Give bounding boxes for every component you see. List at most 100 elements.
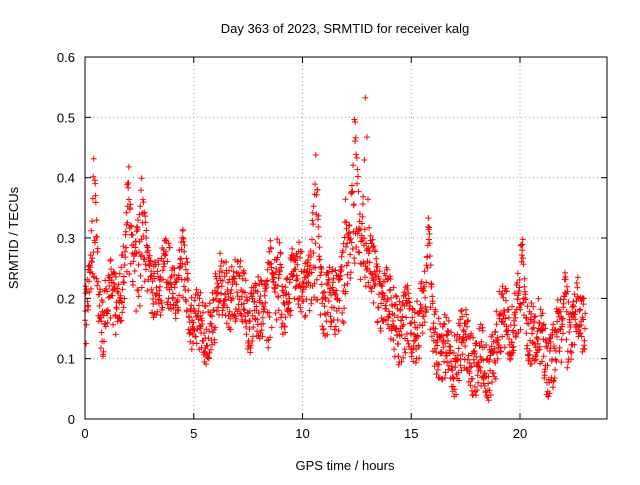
data-point [226, 267, 233, 274]
data-point [121, 279, 128, 286]
data-point [310, 264, 317, 271]
data-point [393, 293, 400, 300]
data-point [159, 267, 166, 274]
data-point [546, 390, 553, 397]
data-point [290, 252, 296, 259]
data-point [306, 307, 313, 314]
data-point [401, 346, 408, 353]
data-point [96, 303, 103, 309]
data-point [300, 298, 307, 305]
y-tick-label: 0.6 [57, 50, 75, 65]
data-point [544, 362, 551, 369]
data-point [532, 313, 539, 320]
data-point [456, 377, 463, 384]
data-point [237, 263, 243, 270]
data-point [89, 195, 96, 202]
data-point [554, 333, 560, 340]
data-point [125, 163, 132, 170]
data-point [118, 317, 125, 324]
data-point [228, 263, 235, 270]
data-point [116, 270, 123, 277]
data-point [340, 247, 346, 254]
data-point [225, 279, 231, 286]
data-point [227, 326, 234, 333]
data-point [477, 321, 484, 328]
data-point [221, 297, 228, 304]
data-point [93, 217, 100, 224]
data-point [473, 392, 479, 399]
data-point [195, 302, 202, 309]
data-point [273, 265, 280, 272]
data-point [209, 313, 215, 320]
data-point [223, 259, 230, 265]
data-point [474, 360, 481, 366]
data-point [484, 394, 491, 401]
data-point [239, 318, 246, 325]
data-point [135, 287, 142, 294]
data-point [559, 321, 566, 328]
data-point [478, 338, 485, 345]
data-point [148, 286, 155, 293]
data-point [142, 266, 149, 273]
data-point [464, 356, 471, 363]
data-point [361, 226, 368, 233]
data-point [327, 313, 334, 320]
data-point [560, 330, 566, 337]
data-point [373, 255, 380, 262]
data-point [393, 301, 399, 308]
data-point [138, 187, 144, 194]
data-point [181, 242, 188, 249]
data-point [346, 222, 353, 229]
x-tick-label: 5 [190, 426, 197, 441]
data-point [334, 317, 341, 323]
data-point [417, 301, 424, 308]
data-point [395, 340, 402, 347]
data-point [168, 273, 175, 280]
data-point [107, 256, 114, 263]
data-point [251, 299, 258, 306]
data-point [333, 287, 340, 294]
data-point [353, 244, 360, 251]
data-point [212, 324, 219, 331]
data-point [133, 250, 140, 257]
data-point [101, 338, 107, 345]
data-point [356, 227, 362, 234]
data-point [407, 320, 414, 327]
data-point [219, 269, 225, 276]
data-point [112, 331, 119, 338]
data-point [207, 312, 214, 319]
data-point [191, 297, 198, 304]
data-point [534, 328, 541, 335]
data-point [118, 264, 125, 271]
data-point [123, 244, 130, 251]
data-point [102, 323, 109, 330]
data-point [195, 316, 202, 323]
data-point [136, 211, 143, 218]
data-point [400, 354, 407, 361]
data-point [325, 281, 332, 288]
data-point [371, 268, 378, 275]
data-point [268, 324, 275, 331]
data-point [132, 244, 139, 251]
data-point [234, 289, 240, 296]
data-point [427, 326, 434, 333]
data-point [246, 326, 253, 332]
data-point [311, 280, 318, 287]
data-point [375, 304, 382, 311]
data-point [491, 345, 498, 352]
data-point [313, 276, 320, 283]
data-point [310, 221, 317, 228]
data-point [427, 262, 434, 269]
data-point [563, 291, 570, 297]
data-point [490, 370, 497, 377]
y-axis-label: SRMTID / TECUs [6, 186, 21, 289]
data-point [294, 276, 301, 282]
data-point [213, 308, 220, 315]
data-point [461, 328, 467, 335]
data-point [387, 273, 393, 280]
data-point [199, 299, 206, 306]
data-point [477, 368, 484, 375]
data-point [146, 252, 153, 259]
y-tick-label: 0.2 [57, 291, 75, 306]
data-point [460, 327, 467, 333]
